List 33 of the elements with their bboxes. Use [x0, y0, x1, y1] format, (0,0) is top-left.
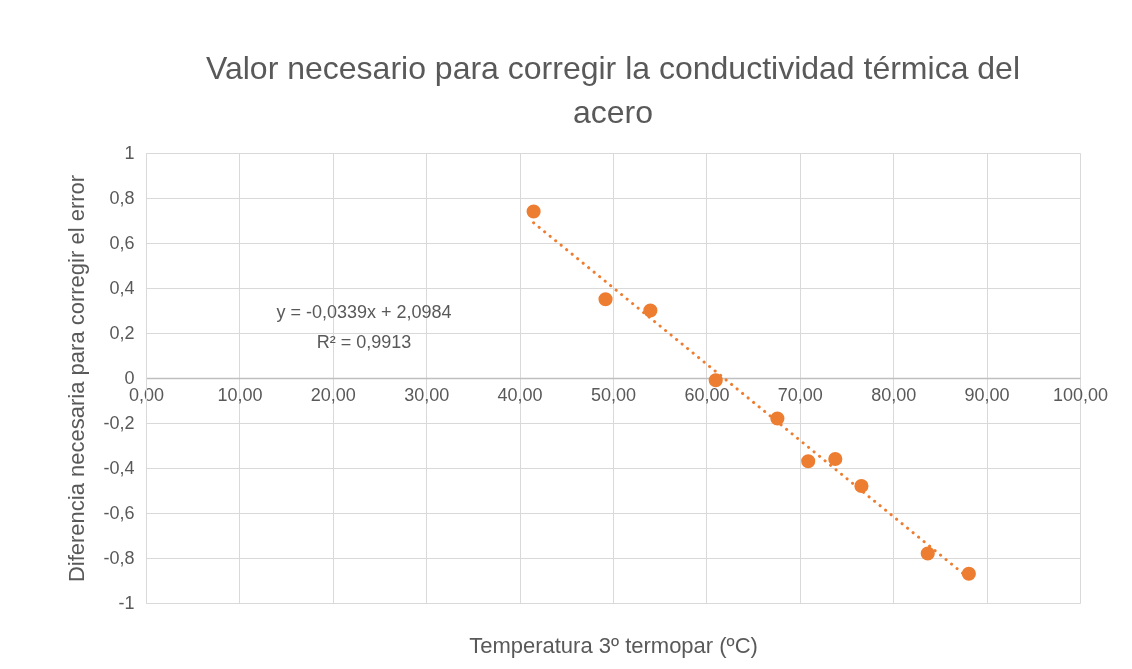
annotation: y = -0,0339x + 2,0984: [276, 302, 452, 322]
point: [708, 373, 723, 388]
point: [828, 451, 843, 467]
x-tick-label: 10,00: [217, 384, 263, 405]
y-tick-label: 0,4: [109, 277, 135, 298]
x-tick-label: 40,00: [497, 384, 543, 405]
y-tick-label: -0,6: [103, 502, 135, 523]
y-tick-label: -0,8: [103, 547, 135, 568]
y-tick-label: 0,2: [109, 322, 135, 343]
point: [598, 292, 613, 307]
x-tick-label: 80,00: [871, 384, 917, 405]
y-tick-label: 0,6: [109, 232, 135, 253]
point: [526, 204, 541, 219]
y-tick-label: 1: [124, 142, 135, 163]
y-tick-label: -1: [118, 592, 135, 613]
x-tick-label: 50,00: [590, 384, 637, 405]
x-tick-label: 30,00: [404, 384, 450, 405]
x-axis-title: Temperatura 3º termopar (ºC): [469, 632, 758, 658]
annotation: R² = 0,9913: [316, 332, 412, 352]
y-tick-label: -0,2: [103, 412, 135, 433]
point: [801, 454, 816, 469]
point: [854, 478, 869, 494]
x-tick-label: 60,00: [684, 384, 730, 405]
x-tick-label: 20,00: [310, 384, 356, 405]
x-tick-label: 100,00: [1052, 384, 1109, 405]
point: [920, 546, 935, 561]
x-tick-label: 70,00: [777, 384, 823, 405]
y-tick-label: -0,4: [103, 457, 135, 478]
chart-title: Valor necesario para corregir la conductividad térmica del acero: [205, 50, 1021, 130]
x-tick-label: 90,00: [964, 384, 1010, 405]
point: [643, 303, 658, 318]
y-tick-label: 0,8: [109, 187, 135, 208]
y-axis-title: Diferencia necesaria para corregir el error: [64, 174, 90, 583]
